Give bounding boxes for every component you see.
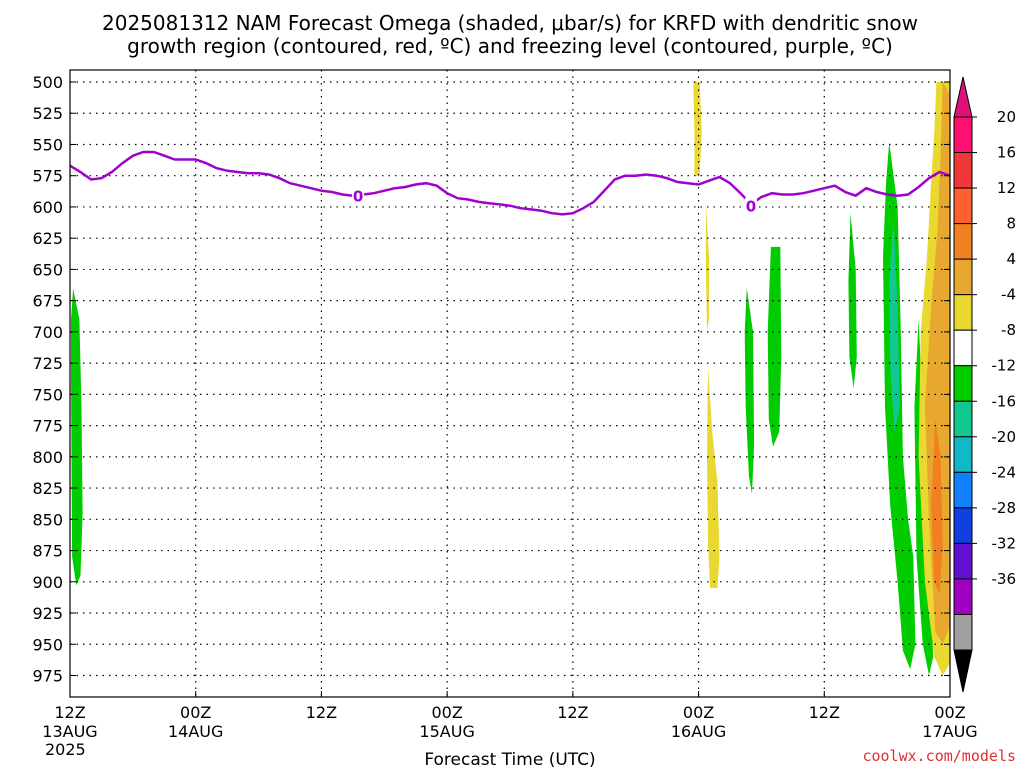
y-axis: 500 525 550 575 600 625 650 675 700 725 750 775 800 8… <box>32 73 950 686</box>
colorbar-label: -16 <box>992 392 1017 410</box>
colorbar-label: -36 <box>992 570 1017 588</box>
x-tick-date-label: 17AUG <box>922 722 977 741</box>
x-tick-label: 00Z <box>683 703 714 722</box>
omega-region-3 <box>707 366 720 588</box>
y-tick-label: 550 <box>32 135 63 154</box>
y-tick-label: 950 <box>32 635 63 654</box>
omega-region-6 <box>848 213 857 389</box>
y-tick-label: 925 <box>32 604 63 623</box>
colorbar-swatch <box>953 223 973 260</box>
colorbar-label: 12 <box>997 179 1016 197</box>
y-tick-label: 575 <box>32 167 63 186</box>
omega-region-5 <box>767 246 782 447</box>
y-tick-label: 725 <box>32 354 63 373</box>
colorbar-label: 4 <box>1006 250 1016 268</box>
colorbar-swatch <box>953 294 973 331</box>
x-tick-label: 12Z <box>54 703 85 722</box>
colorbar-under-arrow <box>953 649 973 693</box>
omega-region-11 <box>924 82 950 645</box>
colorbar-swatch <box>953 329 973 367</box>
colorbar-label: -20 <box>992 428 1017 446</box>
y-tick-label: 800 <box>32 448 63 467</box>
y-tick-label: 750 <box>32 385 63 404</box>
colorbar-swatch <box>953 365 973 402</box>
y-tick-label: 525 <box>32 104 63 123</box>
colorbar-label: -28 <box>992 499 1017 517</box>
x-tick-date-label: 15AUG <box>419 722 474 741</box>
freezing-level-label: 0 <box>746 198 756 216</box>
colorbar-over-arrow <box>953 76 973 118</box>
colorbar-label: -8 <box>1001 321 1016 339</box>
y-tick-label: 875 <box>32 542 63 561</box>
plot-area: 00 <box>69 69 951 698</box>
y-tick-label: 500 <box>32 73 63 92</box>
colorbar-swatch <box>953 471 973 509</box>
colorbar-label: 8 <box>1006 215 1016 233</box>
x-tick-date-label: 13AUG <box>42 722 97 741</box>
chart-title-line1: 2025081312 NAM Forecast Omega (shaded, μ… <box>102 11 918 35</box>
colorbar-label: 16 <box>997 144 1016 162</box>
omega-region-4 <box>744 288 755 495</box>
y-tick-label: 625 <box>32 229 63 248</box>
colorbar-swatch <box>953 542 973 580</box>
colorbar-label: -24 <box>992 463 1017 481</box>
x-tick-label: 00Z <box>431 703 462 722</box>
freezing-label-bg-0 <box>352 187 365 204</box>
y-tick-label: 650 <box>32 260 63 279</box>
colorbar-label: -12 <box>992 357 1017 375</box>
y-tick-label: 825 <box>32 479 63 498</box>
y-tick-label: 675 <box>32 292 63 311</box>
colorbar-swatch <box>953 613 973 651</box>
y-tick-label: 850 <box>32 510 63 529</box>
colorbar-swatch <box>953 578 973 615</box>
omega-region-12 <box>931 419 943 595</box>
x-tick-label: 00Z <box>180 703 211 722</box>
x-tick-date-label: 14AUG <box>168 722 223 741</box>
year-label: 2025 <box>45 740 86 759</box>
freezing-level-line <box>70 150 950 216</box>
omega-region-8 <box>889 219 900 432</box>
plot-frame <box>69 69 951 698</box>
colorbar-swatch <box>953 400 973 438</box>
y-tick-label: 700 <box>32 323 63 342</box>
freezing-label-bg-1 <box>744 197 757 214</box>
x-tick-label: 12Z <box>557 703 588 722</box>
y-tick-label: 600 <box>32 198 63 217</box>
colorbar-swatch <box>953 116 973 154</box>
omega-region-0 <box>71 288 83 586</box>
colorbar-swatch <box>953 436 973 473</box>
colorbar-label: -4 <box>1001 286 1016 304</box>
x-tick-label: 00Z <box>934 703 965 722</box>
colorbar-label: 20 <box>997 108 1016 126</box>
x-tick-date-label: 16AUG <box>671 722 726 741</box>
y-tick-label: 775 <box>32 417 63 436</box>
chart-title-line2: growth region (contoured, red, ºC) and f… <box>127 34 893 58</box>
plot-content: 00 <box>70 70 950 697</box>
colorbar: 20 16 12 8 4 -4 -8 -12 -16 -20 -24 -28 -32 -36 <box>953 76 1017 693</box>
omega-region-1 <box>693 82 702 176</box>
y-tick-label: 975 <box>32 667 63 686</box>
colorbar-swatch <box>953 507 973 544</box>
credit-text[interactable]: coolwx.com/models <box>862 747 1016 765</box>
y-tick-label: 900 <box>32 573 63 592</box>
freezing-level-label: 0 <box>353 188 363 206</box>
omega-region-2 <box>705 204 709 332</box>
colorbar-swatch <box>953 187 973 225</box>
x-tick-label: 12Z <box>306 703 337 722</box>
colorbar-label: -32 <box>992 534 1017 552</box>
x-tick-label: 12Z <box>809 703 840 722</box>
colorbar-swatch <box>953 258 973 296</box>
colorbar-swatch <box>953 152 973 189</box>
x-axis-label: Forecast Time (UTC) <box>424 750 595 768</box>
